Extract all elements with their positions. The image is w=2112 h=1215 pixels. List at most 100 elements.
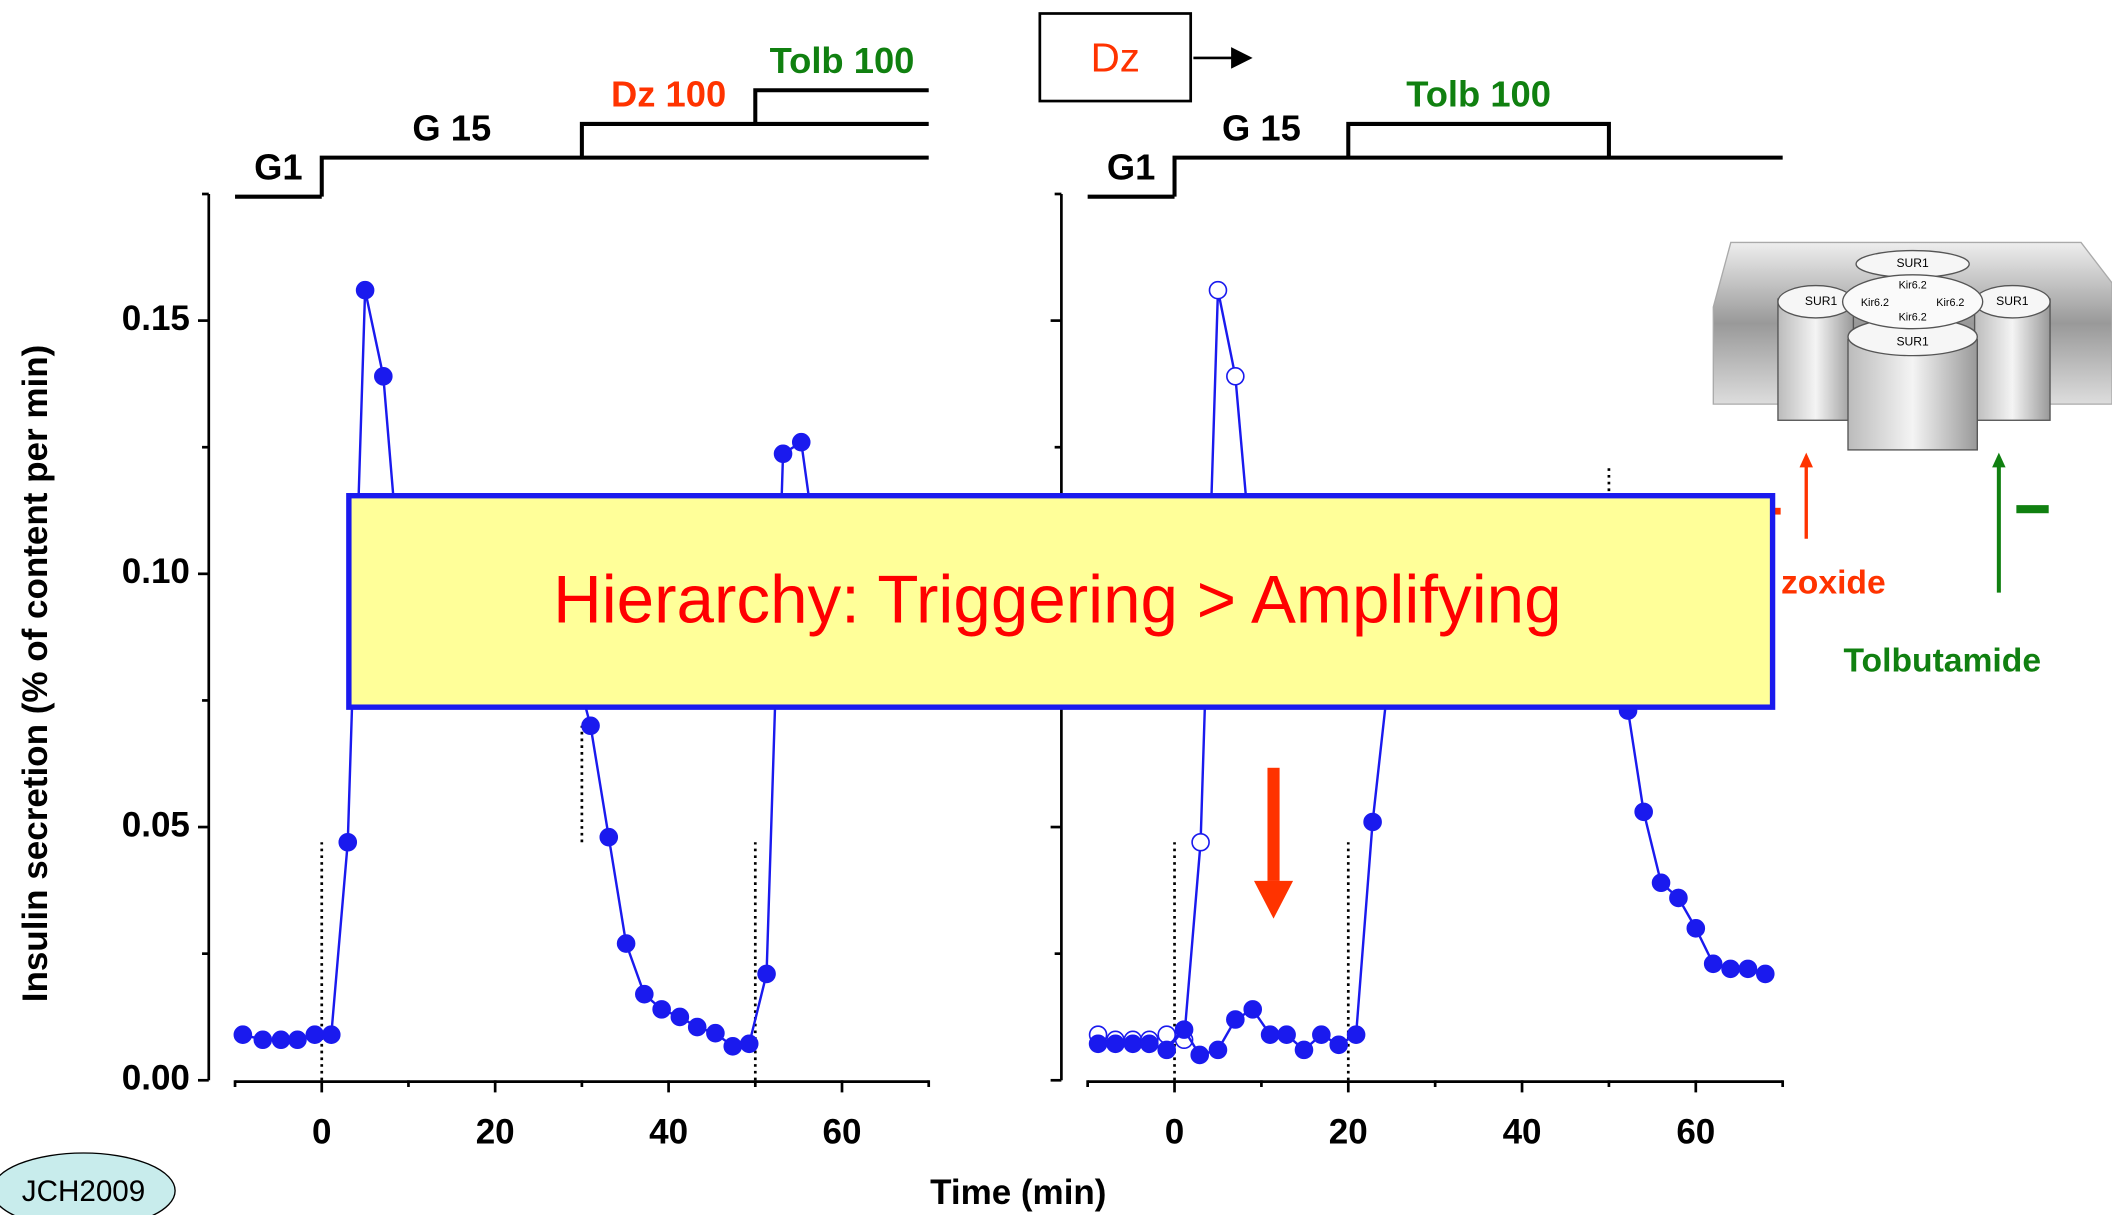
data-point [1294, 1040, 1314, 1060]
data-point [1277, 1025, 1296, 1044]
protocol-step [319, 155, 929, 197]
data-point [1363, 812, 1382, 832]
y-axis-label: Insulin secretion (% of content per min) [16, 345, 55, 1003]
data-point [1190, 1045, 1210, 1065]
protocol-step [753, 88, 929, 124]
data-point [1634, 802, 1653, 822]
data-point [1208, 280, 1228, 300]
data-point [1346, 1025, 1366, 1044]
stamp-text: JCH2009 [22, 1175, 146, 1208]
data-point [773, 444, 793, 464]
data-point [338, 832, 358, 852]
protocol-label: Tolb 100 [1406, 74, 1551, 115]
protocol-label: G 15 [412, 107, 491, 148]
data-point [1329, 1035, 1349, 1055]
dz-label: Dz [1091, 34, 1140, 80]
data-point [1088, 1034, 1108, 1054]
protocol-step [1346, 121, 1611, 158]
data-point [253, 1030, 273, 1050]
sur-cylinder [1847, 338, 1978, 451]
banner-text: Hierarchy: Triggering > Amplifying [553, 563, 1561, 638]
data-point [1174, 1020, 1194, 1039]
data-point [288, 1030, 307, 1050]
kir-label: Kir6.2 [1899, 312, 1927, 324]
data-point [355, 280, 375, 300]
data-point [1140, 1034, 1159, 1054]
data-point [1756, 964, 1775, 984]
y-tick-label: 0.15 [122, 299, 190, 338]
x-tick-label: 0 [1165, 1112, 1184, 1151]
sur-label: SUR1 [1896, 256, 1929, 270]
data-point [374, 367, 393, 386]
data-point [1738, 959, 1758, 979]
dz-channel-arrowhead [1799, 452, 1813, 468]
x-axis-label: Time (min) [930, 1173, 1106, 1212]
data-point [305, 1025, 325, 1044]
x-tick-label: 20 [1329, 1112, 1368, 1151]
data-point [1226, 367, 1245, 386]
channel-illustration [1712, 241, 2112, 451]
protocol-label: G1 [254, 146, 303, 187]
protocol-label: G 15 [1222, 107, 1301, 148]
stamp-ellipse [0, 1152, 176, 1215]
data-point [1686, 919, 1706, 938]
banner [346, 493, 1776, 710]
data-point [1157, 1040, 1177, 1060]
data-point [1669, 888, 1688, 908]
x-tick-label: 40 [1503, 1112, 1542, 1151]
data-point [599, 827, 619, 847]
y-tick-label: 0.00 [122, 1059, 190, 1098]
tolb-minus [2016, 505, 2049, 514]
tolb-channel-arrowhead [1992, 452, 2006, 468]
data-point [706, 1023, 725, 1043]
data-point [271, 1030, 291, 1050]
sur-label: SUR1 [1896, 334, 1929, 348]
data-point [1651, 873, 1671, 893]
red-arrow-head [1254, 880, 1294, 919]
sur-label: SUR1 [1996, 294, 2029, 308]
x-tick-label: 60 [1676, 1112, 1715, 1151]
data-point [652, 1000, 671, 1019]
protocol-step [579, 121, 929, 158]
red-arrow-shaft [1267, 767, 1280, 881]
data-point [1312, 1025, 1331, 1044]
protocol-label: G1 [1107, 146, 1156, 187]
data-point [635, 984, 654, 1004]
panel: 0 20 40 60 G1 G 15 Tolb 100 [1050, 74, 1785, 1151]
data-point [757, 964, 776, 984]
sur-cylinder [1777, 298, 1855, 421]
diazoxide-label: zoxide [1781, 564, 1886, 601]
protocol-label: Dz 100 [611, 74, 726, 115]
data-point [670, 1007, 690, 1027]
data-point [1721, 959, 1740, 979]
y-tick-label: 0.10 [122, 552, 190, 591]
data-point [581, 716, 600, 736]
overlay: Dz SUR1 SUR1 SUR1 SUR1 Kir6.2 Kir6.2 Kir6.2 Kir6… [0, 12, 2049, 1215]
data-point [1260, 1025, 1280, 1044]
data-point [1106, 1034, 1125, 1054]
kir-label: Kir6.2 [1936, 297, 1964, 309]
protocol-label: Tolb 100 [770, 40, 915, 81]
data-point [1191, 832, 1210, 852]
sur-label: SUR1 [1805, 294, 1838, 308]
x-tick-label: 40 [649, 1112, 688, 1151]
data-point [233, 1025, 253, 1044]
data-point [1243, 1000, 1263, 1019]
data-point [723, 1037, 743, 1056]
y-tick-label: 0.05 [122, 805, 190, 844]
x-tick-label: 20 [476, 1112, 515, 1151]
data-point [791, 432, 811, 452]
kir-label: Kir6.2 [1899, 279, 1927, 291]
x-tick-label: 0 [312, 1112, 331, 1151]
kir-label: Kir6.2 [1861, 297, 1889, 309]
dz-box [1038, 12, 1193, 103]
data-point [321, 1025, 341, 1044]
data-point [1208, 1040, 1228, 1060]
tolbutamide-label: Tolbutamide [1843, 643, 2041, 680]
data-point [739, 1034, 759, 1054]
data-point [1123, 1034, 1143, 1054]
data-point [1703, 954, 1723, 974]
x-tick-label: 60 [823, 1112, 862, 1151]
